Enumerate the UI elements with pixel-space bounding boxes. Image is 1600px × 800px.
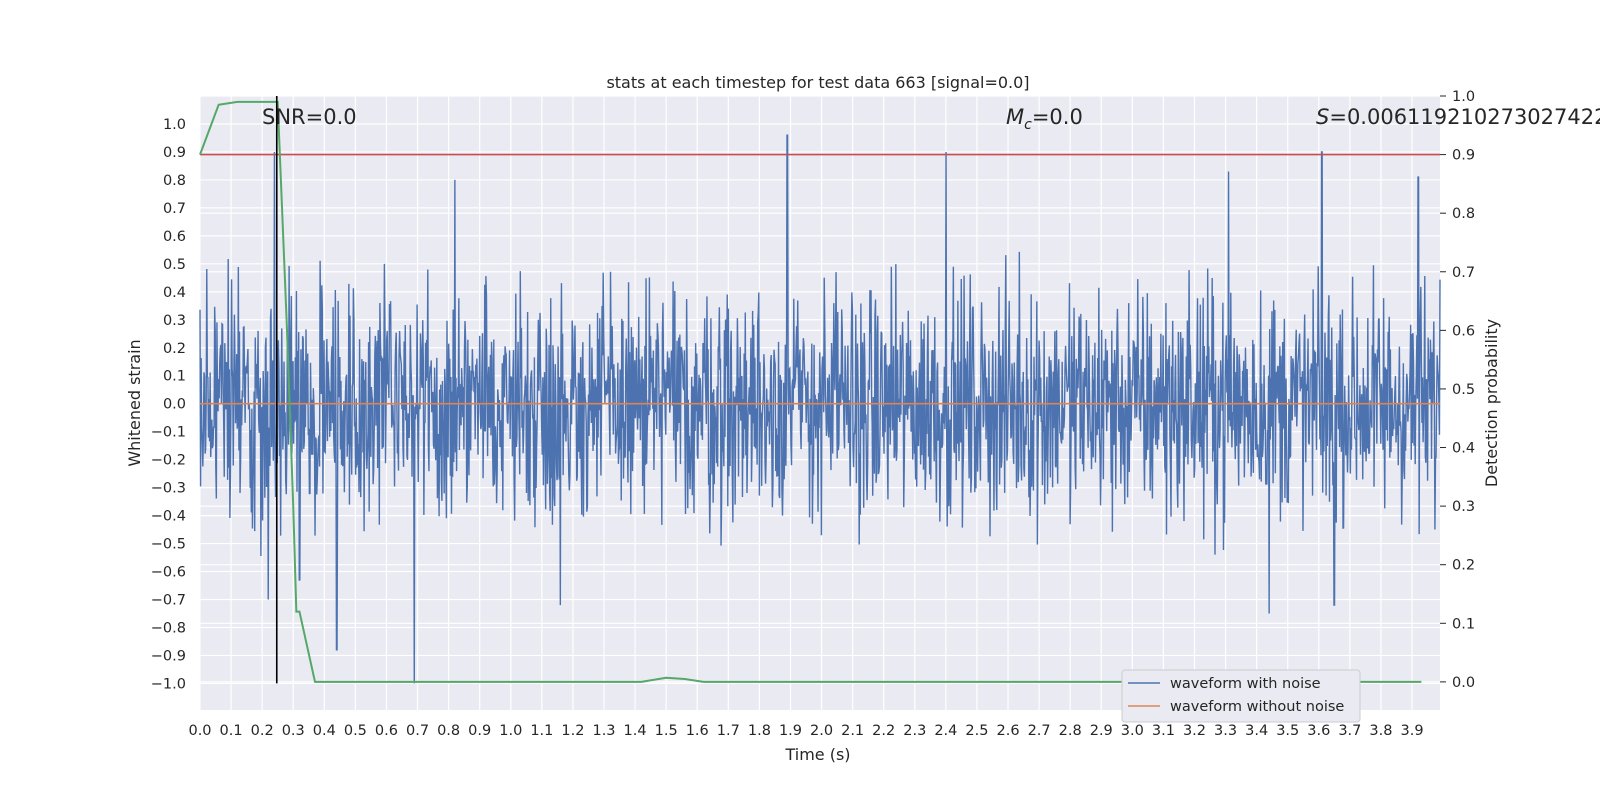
x-tick-label: 3.5 <box>1276 723 1299 739</box>
x-tick-label: 0.0 <box>188 723 211 739</box>
y-ticks: 1.0 0.9 0.8 0.7 0.6 0.5 0.4 0.3 0.2 0.1 0.0 −0.1 −0.… <box>151 117 186 692</box>
x-tick-label: 2.9 <box>1090 723 1113 739</box>
y2-tick-label: 0.5 <box>1452 382 1475 398</box>
y-tick-label: −0.8 <box>151 620 186 636</box>
x-tick-label: 2.5 <box>965 723 988 739</box>
x-tick-label: 2.3 <box>903 723 926 739</box>
y-tick-label: −0.9 <box>151 648 186 664</box>
marks <box>199 96 1441 684</box>
y2-tick-label: 1.0 <box>1452 89 1475 105</box>
x-tick-label: 3.1 <box>1152 723 1175 739</box>
x-tick-label: 2.1 <box>841 723 864 739</box>
x-tick-label: 2.2 <box>872 723 895 739</box>
x-tick-label: 2.0 <box>810 723 833 739</box>
y-tick-label: 0.2 <box>163 341 186 357</box>
y-tick-label: 0.6 <box>163 229 186 245</box>
y2-tick-label: 0.6 <box>1452 323 1475 339</box>
x-tick-label: 3.8 <box>1369 723 1392 739</box>
x-tick-label: 0.7 <box>406 723 429 739</box>
x-tick-label: 1.7 <box>717 723 740 739</box>
x-tick-label: 0.5 <box>344 723 367 739</box>
x-tick-label: 2.4 <box>934 723 957 739</box>
x-tick-label: 1.9 <box>779 723 802 739</box>
y2-tick-label: 0.2 <box>1452 558 1475 574</box>
x-tick-label: 1.4 <box>624 723 647 739</box>
y-tick-label: −1.0 <box>151 676 186 692</box>
y-tick-label: 0.0 <box>163 397 186 413</box>
y-tick-label: −0.3 <box>151 481 186 497</box>
x-tick-label: 2.7 <box>1028 723 1051 739</box>
x-tick-label: 3.9 <box>1400 723 1423 739</box>
x-tick-label: 0.2 <box>251 723 274 739</box>
x-tick-label: 3.7 <box>1338 723 1361 739</box>
y-tick-label: 0.5 <box>163 257 186 273</box>
legend: waveform with noise waveform without noi… <box>1121 669 1361 723</box>
x-tick-label: 0.3 <box>282 723 305 739</box>
x-tick-label: 1.5 <box>655 723 678 739</box>
y2-tick-label: 0.3 <box>1452 499 1475 515</box>
s-value: =0.006119210273027422 <box>1329 105 1600 129</box>
x-axis-label: Time (s) <box>784 745 850 764</box>
x-tick-label: 1.3 <box>592 723 615 739</box>
legend-label-noise: waveform with noise <box>1170 676 1321 692</box>
y-tick-label: −0.7 <box>151 593 186 609</box>
x-tick-label: 1.0 <box>499 723 522 739</box>
x-tick-label: 3.6 <box>1307 723 1330 739</box>
y-axis-label: Whitened strain <box>125 339 144 466</box>
x-tick-label: 3.4 <box>1245 723 1268 739</box>
x-tick-label: 3.2 <box>1183 723 1206 739</box>
s-symbol: S <box>1316 105 1329 129</box>
y-tick-label: 0.7 <box>163 201 186 217</box>
y-tick-label: −0.5 <box>151 537 186 553</box>
x-tick-label: 1.6 <box>686 723 709 739</box>
y2-tick-label: 0.4 <box>1452 441 1475 457</box>
x-tick-label: 1.1 <box>530 723 553 739</box>
mc-annotation: Mc=0.0 <box>1006 105 1083 133</box>
y-tick-label: 0.1 <box>163 369 186 385</box>
y2-ticks: 1.0 0.9 0.8 0.7 0.6 0.5 0.4 0.3 0.2 0.1 0.0 <box>1440 89 1475 691</box>
x-tick-label: 1.8 <box>748 723 771 739</box>
mc-subscript: c <box>1024 117 1032 133</box>
y-tick-label: 0.8 <box>163 173 186 189</box>
snr-annotation: SNR=0.0 <box>262 105 357 129</box>
x-tick-label: 1.2 <box>561 723 584 739</box>
x-tick-label: 2.6 <box>996 723 1019 739</box>
x-tick-label: 2.8 <box>1059 723 1082 739</box>
y2-tick-label: 0.0 <box>1452 675 1475 691</box>
y-tick-label: −0.2 <box>151 453 186 469</box>
y-tick-label: −0.6 <box>151 565 186 581</box>
mc-value: =0.0 <box>1032 105 1083 129</box>
y2-tick-label: 0.1 <box>1452 616 1475 632</box>
s-annotation: S=0.006119210273027422 <box>1316 105 1600 129</box>
legend-label-clean: waveform without noise <box>1170 699 1344 715</box>
x-tick-label: 3.0 <box>1121 723 1144 739</box>
mc-symbol: M <box>1006 105 1024 129</box>
y2-tick-label: 0.8 <box>1452 206 1475 222</box>
x-tick-label: 0.6 <box>375 723 398 739</box>
y2-tick-label: 0.9 <box>1452 148 1475 164</box>
y-tick-label: −0.1 <box>151 425 186 441</box>
x-tick-label: 0.1 <box>220 723 243 739</box>
legend-box <box>1121 669 1361 723</box>
y-tick-label: −0.4 <box>151 509 186 525</box>
y-tick-label: 0.4 <box>163 285 186 301</box>
x-tick-label: 0.4 <box>313 723 336 739</box>
y2-axis-label: Detection probability <box>1482 319 1501 487</box>
y-tick-label: 0.9 <box>163 145 186 161</box>
chart-title: stats at each timestep for test data 663… <box>606 73 1029 92</box>
y2-tick-label: 0.7 <box>1452 265 1475 281</box>
x-tick-label: 0.9 <box>468 723 491 739</box>
x-tick-label: 0.8 <box>437 723 460 739</box>
series-detection-probability <box>199 100 1422 683</box>
y-tick-label: 1.0 <box>163 117 186 133</box>
x-ticks: 0.0 0.1 0.2 0.3 0.4 0.5 0.6 0.7 0.8 0.9 1.0 1.1 1.2 1… <box>188 723 1423 739</box>
y-tick-label: 0.3 <box>163 313 186 329</box>
x-tick-label: 3.3 <box>1214 723 1237 739</box>
series-waveform-with-noise <box>199 134 1441 684</box>
